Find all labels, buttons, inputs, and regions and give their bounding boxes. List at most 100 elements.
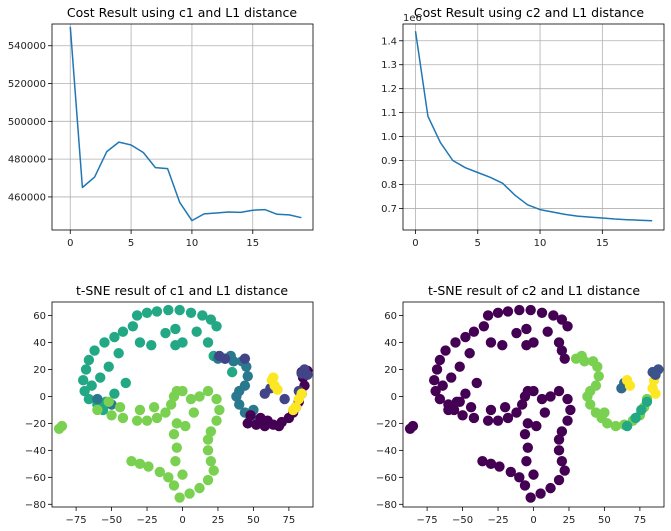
- cost-c2-x-tick-label: 10: [534, 238, 547, 249]
- tsne-c1-point: [80, 364, 92, 375]
- cost-c2-offset-text: 1e6: [403, 13, 422, 24]
- tsne-c2-point: [404, 423, 416, 434]
- tsne-c1-point: [211, 321, 222, 332]
- tsne-c1-point: [141, 415, 153, 426]
- tsne-c1-point: [92, 404, 103, 416]
- tsne-c1-point: [141, 307, 153, 318]
- tsne-c2-point: [553, 434, 565, 445]
- tsne-c1-y-tick-label: 20: [33, 365, 46, 376]
- tsne-c2-point: [492, 307, 504, 318]
- tsne-c2-point: [553, 474, 565, 486]
- tsne-c1-x-tick-label: 75: [283, 515, 296, 526]
- tsne-c1-point: [131, 310, 143, 321]
- tsne-c2-point: [502, 412, 514, 424]
- tsne-c2-point: [553, 385, 565, 397]
- tsne-c2-y-tick-label: 60: [384, 311, 397, 322]
- tsne-c2-point: [531, 420, 542, 432]
- tsne-c1-point: [170, 323, 181, 335]
- tsne-c2-point: [482, 415, 494, 426]
- cost-c1-points: [70, 26, 302, 221]
- tsne-c1-point: [174, 304, 185, 316]
- cost-c2-y-ticks: 0.7 0.8 0.9 1.0 1.1 1.2 1.3 1.4: [381, 36, 403, 215]
- tsne-c1-point: [127, 321, 139, 332]
- tsne-c1-y-tick-label: −60: [25, 473, 46, 484]
- tsne-c2-x-tick-label: 0: [530, 515, 536, 526]
- tsne-c1-point: [134, 458, 146, 470]
- tsne-c2-point: [514, 304, 525, 316]
- cost-c1-x-tick-label: 5: [128, 238, 134, 249]
- tsne-c1-point: [205, 455, 217, 467]
- tsne-c1-point: [160, 407, 171, 418]
- tsne-c1-point: [109, 331, 120, 343]
- tsne-c1-point: [83, 393, 95, 405]
- tsne-c1-point: [103, 361, 114, 372]
- cost-c1-y-ticks: 460000 480000 500000 520000 540000: [8, 41, 52, 203]
- tsne-c1-y-tick-label: 0: [40, 392, 46, 403]
- tsne-c2-point: [585, 399, 596, 410]
- tsne-c2-y-tick-label: 0: [391, 392, 397, 403]
- tsne-c1-point: [202, 434, 214, 445]
- tsne-c2-panel: t-SNE result of c2 and L1 distance −75 −5…: [376, 283, 665, 526]
- tsne-c1-point: [117, 412, 129, 424]
- tsne-c1-point: [231, 391, 242, 402]
- tsne-c1-y-tick-label: 60: [33, 311, 46, 322]
- tsne-c2-point: [485, 404, 497, 416]
- tsne-c1-point: [89, 345, 100, 356]
- tsne-c2-point: [650, 369, 661, 381]
- tsne-c1-point: [92, 393, 103, 405]
- cost-c1-line: [69, 26, 302, 222]
- cost-c2-x-tick-label: 5: [475, 238, 481, 249]
- tsne-c1-x-tick-label: 25: [212, 515, 225, 526]
- cost-c2-y-tick-label: 1.1: [381, 108, 397, 119]
- tsne-c2-point: [535, 488, 546, 499]
- tsne-c1-cluster-0: [78, 304, 238, 416]
- tsne-c2-point: [434, 354, 446, 366]
- tsne-c2-point: [465, 401, 477, 413]
- tsne-c1-point: [197, 310, 208, 321]
- tsne-c2-cluster-5: [647, 364, 664, 381]
- tsne-c1-point: [143, 461, 154, 472]
- tsne-c2-point: [553, 337, 565, 348]
- tsne-c1-point: [171, 418, 183, 429]
- cost-c2-x-tick-label: 15: [596, 238, 609, 249]
- cost-c1-y-tick-label: 460000: [8, 192, 46, 203]
- tsne-c1-point: [106, 410, 117, 421]
- cost-c1-title: Cost Result using c1 and L1 distance: [67, 5, 298, 20]
- tsne-c1-point: [165, 399, 177, 410]
- tsne-c2-point: [545, 482, 556, 494]
- tsne-c1-y-tick-label: −20: [25, 419, 46, 430]
- tsne-c1-point: [245, 410, 256, 421]
- tsne-c1-point: [268, 372, 279, 383]
- tsne-c1-y-tick-label: −40: [25, 446, 46, 457]
- cost-c1-axes-frame: [51, 23, 314, 231]
- tsne-c1-point: [154, 466, 166, 478]
- tsne-c1-point: [239, 353, 251, 364]
- tsne-c1-point: [168, 480, 180, 491]
- tsne-c1-point: [188, 407, 200, 418]
- tsne-c2-point: [553, 445, 565, 456]
- tsne-c2-point: [446, 372, 457, 383]
- tsne-c2-point: [440, 345, 451, 356]
- tsne-c2-x-tick-label: −25: [487, 515, 508, 526]
- tsne-c2-point: [545, 391, 556, 402]
- cost-c2-y-tick-label: 1.0: [381, 132, 397, 143]
- cost-c2-title: Cost Result using c2 and L1 distance: [414, 5, 645, 20]
- cost-c2-y-tick-label: 1.2: [381, 84, 397, 95]
- tsne-c2-point: [521, 323, 532, 335]
- tsne-c2-point: [429, 375, 440, 386]
- tsne-c2-point: [599, 407, 610, 418]
- tsne-c2-point: [562, 393, 573, 405]
- tsne-c1-point: [126, 455, 137, 467]
- tsne-c2-y-tick-label: −20: [376, 419, 397, 430]
- tsne-c2-point: [468, 412, 480, 424]
- tsne-c1-point: [78, 375, 89, 386]
- tsne-c1-point: [120, 377, 131, 389]
- tsne-c2-point: [528, 469, 539, 480]
- tsne-c2-point: [593, 370, 604, 382]
- tsne-c1-point: [287, 404, 299, 416]
- tsne-c2-point: [636, 404, 647, 416]
- tsne-c2-point: [494, 461, 505, 472]
- tsne-c1-point: [272, 384, 283, 395]
- tsne-c2-point: [511, 327, 522, 339]
- tsne-c2-y-ticks: −80 −60 −40 −20 0 20 40 60: [376, 311, 403, 511]
